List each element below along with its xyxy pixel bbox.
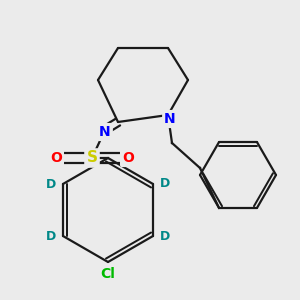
Text: D: D — [160, 178, 170, 190]
Text: D: D — [46, 230, 56, 242]
Text: S: S — [86, 151, 98, 166]
Text: D: D — [46, 178, 56, 190]
Text: N: N — [99, 125, 111, 139]
Text: Cl: Cl — [100, 267, 116, 281]
Text: N: N — [164, 112, 176, 126]
Text: D: D — [160, 230, 170, 242]
Text: O: O — [50, 151, 62, 165]
Text: O: O — [122, 151, 134, 165]
